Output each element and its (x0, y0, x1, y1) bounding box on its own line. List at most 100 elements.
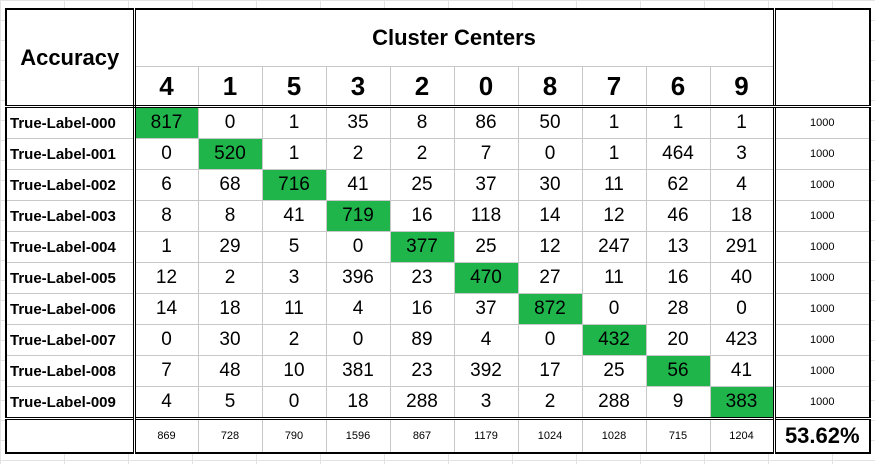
matrix-cell[interactable]: 9 (645, 386, 711, 419)
matrix-cell[interactable]: 28 (645, 293, 711, 325)
matrix-cell[interactable]: 1 (261, 106, 327, 139)
matrix-cell[interactable]: 291 (709, 231, 776, 263)
cluster-center-header-1[interactable]: 1 (197, 66, 263, 108)
cluster-center-header-8[interactable]: 6 (645, 66, 711, 108)
column-total-cell[interactable]: 869 (133, 417, 199, 454)
matrix-cell[interactable]: 23 (389, 355, 455, 387)
matrix-cell-diagonal[interactable]: 470 (453, 262, 519, 294)
matrix-cell[interactable]: 20 (645, 324, 711, 356)
matrix-cell-diagonal[interactable]: 432 (581, 324, 647, 356)
row-label-true-label-6[interactable]: True-Label-006 (5, 293, 136, 325)
row-label-true-label-4[interactable]: True-Label-004 (5, 231, 136, 263)
matrix-cell[interactable]: 18 (197, 293, 263, 325)
cluster-center-header-0[interactable]: 4 (133, 66, 199, 108)
column-total-cell[interactable]: 1024 (517, 417, 583, 454)
matrix-cell[interactable]: 7 (133, 355, 199, 387)
matrix-cell-diagonal[interactable]: 377 (389, 231, 455, 263)
row-total-cell[interactable]: 1000 (773, 386, 871, 419)
matrix-cell[interactable]: 5 (261, 231, 327, 263)
matrix-cell[interactable]: 2 (325, 138, 391, 170)
matrix-cell-diagonal[interactable]: 56 (645, 355, 711, 387)
column-total-cell[interactable]: 1204 (709, 417, 776, 454)
matrix-cell[interactable]: 6 (133, 169, 199, 201)
matrix-cell[interactable]: 1 (581, 138, 647, 170)
matrix-cell[interactable]: 13 (645, 231, 711, 263)
matrix-cell[interactable]: 0 (325, 324, 391, 356)
matrix-cell[interactable]: 0 (261, 386, 327, 419)
matrix-cell[interactable]: 1 (133, 231, 199, 263)
matrix-cell[interactable]: 30 (197, 324, 263, 356)
matrix-cell[interactable]: 46 (645, 200, 711, 232)
matrix-cell[interactable]: 8 (197, 200, 263, 232)
accuracy-header-cell[interactable]: Accuracy (5, 8, 136, 108)
matrix-cell[interactable]: 18 (325, 386, 391, 419)
matrix-cell[interactable]: 37 (453, 293, 519, 325)
matrix-cell[interactable]: 247 (581, 231, 647, 263)
matrix-cell[interactable]: 0 (133, 324, 199, 356)
matrix-cell[interactable]: 0 (517, 138, 583, 170)
matrix-cell[interactable]: 288 (389, 386, 455, 419)
matrix-cell[interactable]: 3 (453, 386, 519, 419)
matrix-cell[interactable]: 27 (517, 262, 583, 294)
matrix-cell[interactable]: 12 (133, 262, 199, 294)
matrix-cell[interactable]: 1 (581, 106, 647, 139)
matrix-cell[interactable]: 1 (261, 138, 327, 170)
matrix-cell-diagonal[interactable]: 872 (517, 293, 583, 325)
matrix-cell[interactable]: 2 (517, 386, 583, 419)
matrix-cell-diagonal[interactable]: 520 (197, 138, 263, 170)
matrix-cell-diagonal[interactable]: 383 (709, 386, 776, 419)
matrix-cell[interactable]: 29 (197, 231, 263, 263)
matrix-cell[interactable]: 30 (517, 169, 583, 201)
matrix-cell-diagonal[interactable]: 716 (261, 169, 327, 201)
matrix-cell[interactable]: 3 (261, 262, 327, 294)
matrix-cell[interactable]: 392 (453, 355, 519, 387)
matrix-cell[interactable]: 5 (197, 386, 263, 419)
matrix-cell[interactable]: 41 (709, 355, 776, 387)
row-total-cell[interactable]: 1000 (773, 262, 871, 294)
matrix-cell[interactable]: 8 (133, 200, 199, 232)
matrix-cell[interactable]: 16 (389, 293, 455, 325)
cluster-center-header-6[interactable]: 8 (517, 66, 583, 108)
matrix-cell[interactable]: 18 (709, 200, 776, 232)
matrix-cell[interactable]: 89 (389, 324, 455, 356)
matrix-cell[interactable]: 381 (325, 355, 391, 387)
matrix-cell[interactable]: 288 (581, 386, 647, 419)
cluster-centers-header-cell[interactable]: Cluster Centers (133, 8, 776, 67)
row-label-true-label-2[interactable]: True-Label-002 (5, 169, 136, 201)
matrix-cell[interactable]: 7 (453, 138, 519, 170)
cluster-center-header-9[interactable]: 9 (709, 66, 776, 108)
matrix-cell[interactable]: 17 (517, 355, 583, 387)
row-total-cell[interactable]: 1000 (773, 324, 871, 356)
matrix-cell[interactable]: 25 (581, 355, 647, 387)
matrix-cell[interactable]: 4 (453, 324, 519, 356)
column-total-cell[interactable]: 1179 (453, 417, 519, 454)
row-label-true-label-0[interactable]: True-Label-000 (5, 106, 136, 139)
cluster-center-header-3[interactable]: 3 (325, 66, 391, 108)
row-label-true-label-1[interactable]: True-Label-001 (5, 138, 136, 170)
column-total-cell[interactable]: 1028 (581, 417, 647, 454)
matrix-cell[interactable]: 118 (453, 200, 519, 232)
matrix-cell[interactable]: 16 (389, 200, 455, 232)
column-total-cell[interactable]: 867 (389, 417, 455, 454)
matrix-cell[interactable]: 4 (709, 169, 776, 201)
row-total-cell[interactable]: 1000 (773, 231, 871, 263)
matrix-cell[interactable]: 50 (517, 106, 583, 139)
matrix-cell[interactable]: 41 (325, 169, 391, 201)
row-label-true-label-7[interactable]: True-Label-007 (5, 324, 136, 356)
row-total-cell[interactable]: 1000 (773, 355, 871, 387)
matrix-cell[interactable]: 1 (645, 106, 711, 139)
matrix-cell[interactable]: 14 (517, 200, 583, 232)
matrix-cell[interactable]: 8 (389, 106, 455, 139)
row-total-cell[interactable]: 1000 (773, 293, 871, 325)
matrix-cell[interactable]: 23 (389, 262, 455, 294)
cluster-center-header-5[interactable]: 0 (453, 66, 519, 108)
row-total-cell[interactable]: 1000 (773, 169, 871, 201)
row-label-true-label-3[interactable]: True-Label-003 (5, 200, 136, 232)
matrix-cell[interactable]: 2 (261, 324, 327, 356)
matrix-cell[interactable]: 0 (581, 293, 647, 325)
matrix-cell[interactable]: 2 (389, 138, 455, 170)
matrix-cell[interactable]: 12 (581, 200, 647, 232)
matrix-cell[interactable]: 25 (389, 169, 455, 201)
matrix-cell[interactable]: 423 (709, 324, 776, 356)
cluster-center-header-7[interactable]: 7 (581, 66, 647, 108)
